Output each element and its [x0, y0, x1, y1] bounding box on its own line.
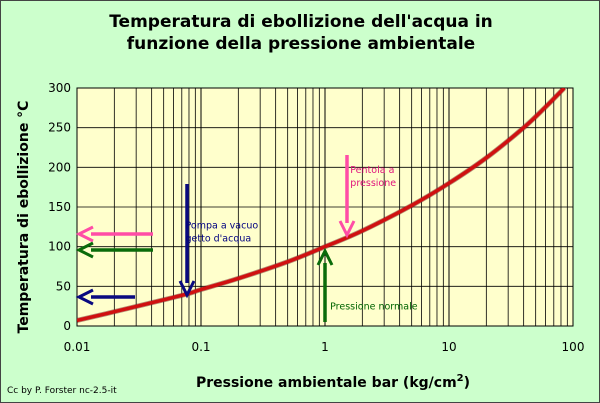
y-tick-label: 300 [48, 81, 71, 95]
y-tick-label: 250 [48, 121, 71, 135]
y-tick-label: 50 [56, 279, 71, 293]
chart-title: Temperatura di ebollizione dell'acqua in… [61, 11, 541, 55]
y-tick-label: 100 [48, 240, 71, 254]
y-tick-label: 150 [48, 200, 71, 214]
plot-border [76, 87, 574, 327]
y-tick-label: 0 [63, 319, 71, 333]
chart-title-line-2: funzione della pressione ambientale [126, 34, 476, 54]
blue-arrow-head [75, 288, 94, 306]
x-tick-label: 0.01 [64, 340, 91, 354]
pentola-arrow-head [338, 220, 356, 239]
pink-arrow-head [75, 225, 94, 243]
credit-text: Cc by P. Forster nc-2.5-it [7, 386, 117, 396]
pompa-arrow-head [178, 280, 196, 299]
x-tick-label: 1 [321, 340, 329, 354]
x-tick-label: 0.1 [191, 340, 210, 354]
chart-title-line-1: Temperatura di ebollizione dell'acqua in [109, 12, 493, 32]
y-axis-label: Temperatura di ebollizione °C [16, 101, 32, 334]
annotation-pompa: Pompa a vacuo getto d'acqua [186, 220, 259, 244]
x-tick-label: 10 [441, 340, 456, 354]
annotation-pentola: Pentola a pressione [350, 165, 396, 189]
normale-arrow-head [316, 247, 334, 266]
green-arrow-head [75, 241, 94, 259]
x-axis-label: Pressione ambientale bar (kg/cm2) [196, 373, 470, 391]
y-tick-label: 200 [48, 160, 71, 174]
annotation-normale: Pressione normale [330, 301, 418, 312]
series-line [77, 88, 566, 323]
x-tick-label: 100 [562, 340, 585, 354]
